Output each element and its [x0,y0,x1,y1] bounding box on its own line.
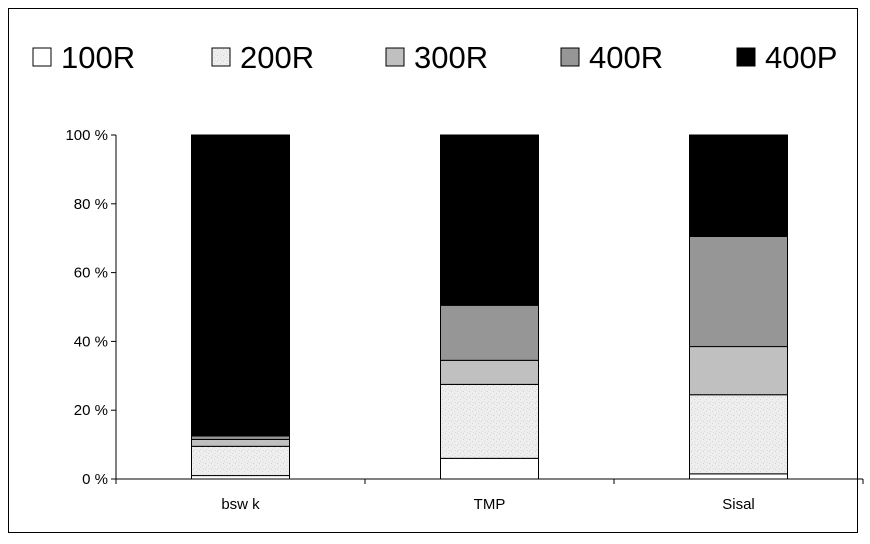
bar-segment [191,438,290,447]
legend-swatch [32,47,52,67]
bars [191,134,788,480]
bar-segment [191,445,290,477]
y-tick-label: 100 % [65,127,108,144]
legend-swatch [736,47,756,67]
bar-segment [440,457,539,480]
y-tick-label: 60 % [74,265,108,282]
legend-label: 200R [240,40,314,75]
bar-segment [689,394,788,475]
legend-swatch [560,47,580,67]
legend-swatch [211,47,231,67]
bar-segment [440,359,539,385]
bar-segment [440,134,539,306]
bar-segment [689,346,788,396]
bar-segment [191,435,290,440]
x-tick-label: Sisal [722,496,755,513]
x-tick-label: TMP [474,496,506,513]
legend-swatch [385,47,405,67]
legend-label: 100R [61,40,135,75]
bar-segment [191,134,290,437]
bar-segment [689,134,788,237]
bar-segment [689,473,788,480]
bar-segment [440,383,539,459]
legend-label: 400R [589,40,663,75]
y-tick-label: 80 % [74,196,108,213]
x-tick-label: bsw k [221,496,260,513]
y-tick-label: 40 % [74,333,108,350]
y-tick-label: 0 % [82,471,108,488]
y-tick-label: 20 % [74,402,108,419]
bar-segment [689,235,788,348]
legend-label: 400P [765,40,837,75]
legend: 100R 200R 300R 400R 400P [32,40,837,75]
bar-segment [191,475,290,480]
legend-label: 300R [414,40,488,75]
bar-segment [440,304,539,361]
